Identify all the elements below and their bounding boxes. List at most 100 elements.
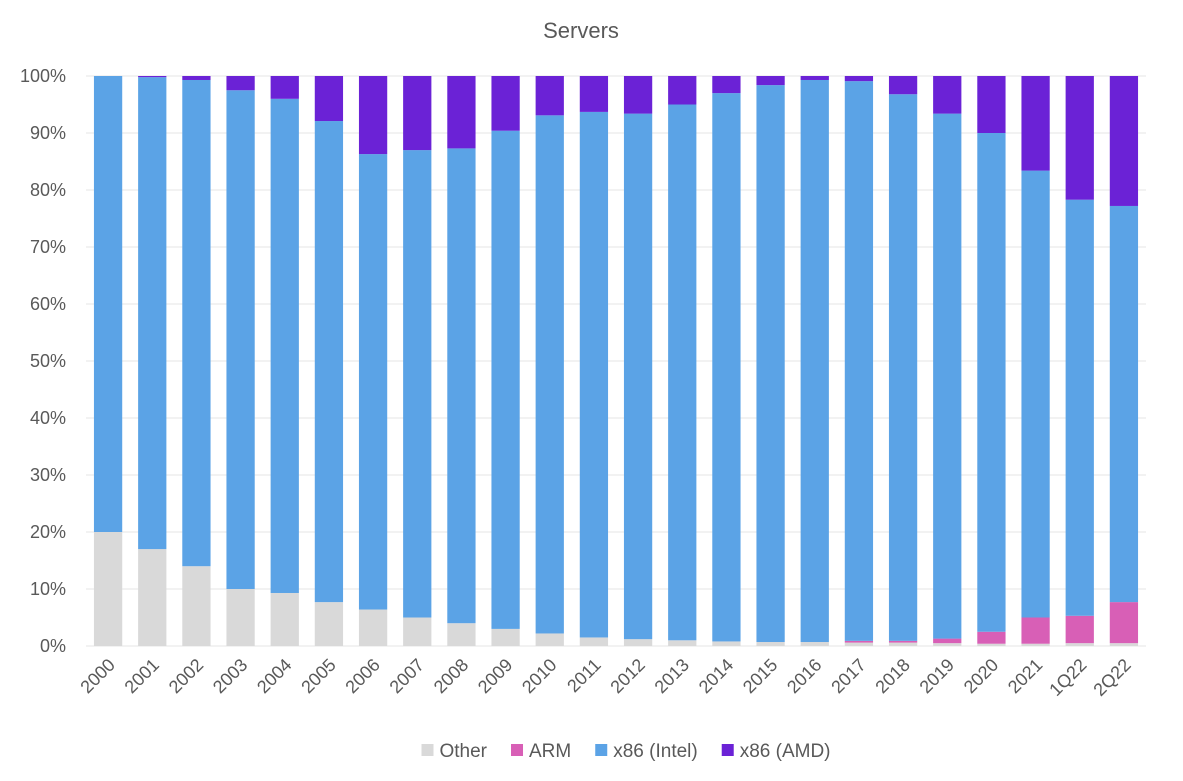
y-tick-label: 20% <box>30 522 66 542</box>
x-tick-label: 2017 <box>827 655 869 697</box>
y-tick-label: 40% <box>30 408 66 428</box>
x-tick-label: 2005 <box>297 655 339 697</box>
legend-item: x86 (Intel) <box>595 741 698 762</box>
bar-stack-2019 <box>933 76 962 646</box>
bar-stack-2004 <box>270 76 299 646</box>
bar-stack-2000 <box>93 76 123 646</box>
y-tick-label: 70% <box>30 237 66 257</box>
bar-stack-2015 <box>756 76 785 646</box>
bar-segment <box>270 76 299 99</box>
y-tick-label: 80% <box>30 180 66 200</box>
y-axis: 0% 10% 20% 30% 40% 50% 60% 70% 80% 90% 100% <box>20 66 66 656</box>
y-tick-label: 50% <box>30 351 66 371</box>
bar-stack-2001 <box>138 76 167 646</box>
bar-stack-2007 <box>403 76 432 646</box>
chart-title: Servers <box>543 18 619 43</box>
x-tick-label: 2013 <box>651 655 693 697</box>
bar-segment <box>226 90 255 589</box>
legend-swatch <box>721 744 734 756</box>
legend-item: Other <box>421 741 488 762</box>
legend-label: x86 (Intel) <box>613 741 697 762</box>
y-tick-label: 90% <box>30 123 66 143</box>
legend-swatch <box>421 744 434 756</box>
x-tick-label: 2016 <box>783 655 825 697</box>
bar-segment <box>668 104 697 641</box>
bar-segment <box>358 154 388 610</box>
bar-segment <box>712 93 741 642</box>
bar-segment <box>403 76 432 151</box>
bar-segment <box>1109 76 1139 206</box>
bar-stack-2010 <box>535 76 564 646</box>
bar-segment <box>623 76 653 114</box>
bar-segment <box>756 642 785 646</box>
bar-stack-2003 <box>226 76 255 646</box>
bar-segment <box>977 643 1006 646</box>
bar-segment <box>933 643 962 646</box>
bar-segment <box>138 549 167 646</box>
bar-segment <box>535 633 564 646</box>
bar-segment <box>933 113 962 639</box>
bar-stack-2005 <box>314 76 344 646</box>
x-tick-label: 1Q22 <box>1045 655 1090 700</box>
bar-stack-2011 <box>579 76 609 646</box>
bar-segment <box>844 640 874 643</box>
legend: Other ARM x86 (Intel) x86 (AMD) <box>421 741 831 762</box>
bar-segment <box>314 121 344 603</box>
y-tick-label: 60% <box>30 294 66 314</box>
bar-segment <box>579 111 609 638</box>
x-tick-label: 2014 <box>695 655 737 697</box>
bar-segment <box>756 85 785 643</box>
bar-segment <box>977 631 1006 644</box>
bar-stack-2016 <box>800 76 829 646</box>
x-tick-label: 2015 <box>739 655 781 697</box>
x-tick-label: 2021 <box>1004 655 1046 697</box>
y-tick-label: 100% <box>20 66 66 86</box>
bar-segment <box>800 76 829 80</box>
x-tick-label: 2010 <box>518 655 560 697</box>
bar-segment <box>358 609 388 646</box>
y-tick-label: 10% <box>30 579 66 599</box>
bar-stack-2021 <box>1021 76 1050 646</box>
legend-item: ARM <box>511 741 571 762</box>
bar-stack-2006 <box>358 76 388 646</box>
bar-segment <box>403 150 432 618</box>
bar-segment <box>447 76 476 149</box>
bar-segment <box>226 589 255 646</box>
bar-segment <box>844 76 874 82</box>
bar-stack-2012 <box>623 76 653 646</box>
x-tick-label: 2019 <box>916 655 958 697</box>
bar-segment <box>182 566 211 646</box>
x-tick-label: 2000 <box>76 655 118 697</box>
gridlines <box>86 75 1146 647</box>
bar-segment <box>668 640 697 646</box>
bar-stack-2002 <box>182 76 211 646</box>
x-tick-label: 2007 <box>386 655 428 697</box>
bar-segment <box>1109 643 1139 646</box>
bar-segment <box>93 76 123 532</box>
x-tick-label: 2020 <box>960 655 1002 697</box>
bar-segment <box>977 133 1006 632</box>
x-tick-label: 2008 <box>430 655 472 697</box>
bar-segment <box>844 642 874 646</box>
bar-segment <box>712 641 741 646</box>
x-tick-label: 2001 <box>121 655 163 697</box>
bar-segment <box>138 76 167 78</box>
y-tick-label: 30% <box>30 465 66 485</box>
bar-segment <box>535 115 564 634</box>
bar-segment <box>844 81 874 641</box>
bar-segment <box>270 98 299 593</box>
bar-segment <box>535 76 564 116</box>
bar-segment <box>182 76 211 80</box>
bar-segment <box>800 642 829 646</box>
legend-swatch <box>511 744 524 756</box>
legend-item: x86 (AMD) <box>721 741 831 762</box>
y-tick-label: 0% <box>40 636 66 656</box>
bar-segment <box>270 592 299 646</box>
bar-segment <box>1021 617 1050 644</box>
legend-swatch <box>595 744 608 756</box>
bar-segment <box>800 79 829 643</box>
bar-segment <box>491 76 520 131</box>
bar-segment <box>579 637 609 646</box>
bar-segment <box>888 76 918 95</box>
